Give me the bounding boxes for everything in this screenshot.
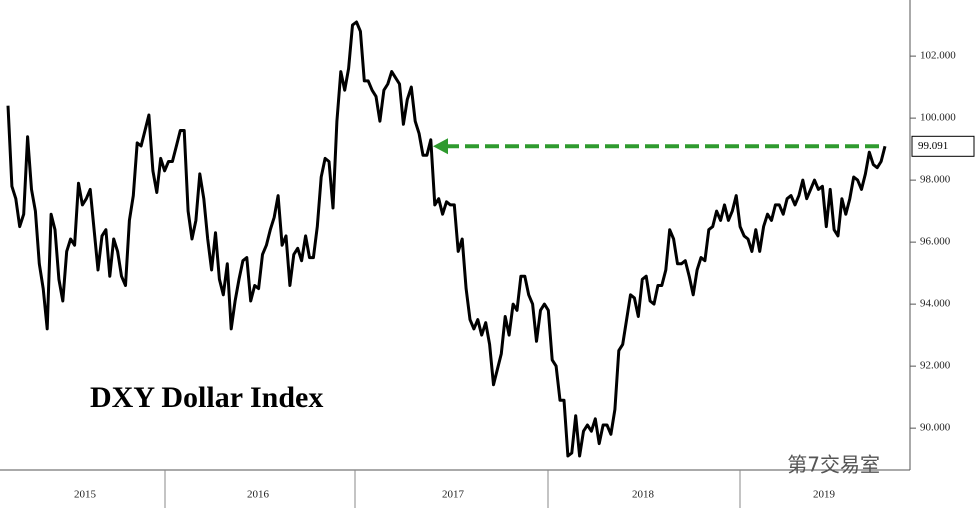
x-tick-label: 2019 [813,489,836,501]
x-tick-label: 2015 [74,489,97,501]
y-tick-label: 100.000 [920,112,956,124]
last-value-label: 99.091 [918,140,948,152]
last-value-box [911,135,975,157]
arrow-head [433,138,448,155]
y-tick-label: 98.000 [920,174,951,186]
y-tick-label: 92.000 [920,360,951,372]
watermark: 第7交易室 [787,453,880,477]
x-tick-label: 2016 [247,489,270,501]
chart-title: DXY Dollar Index [90,381,323,414]
y-tick-label: 94.000 [920,298,951,310]
y-tick-label: 96.000 [920,236,951,248]
x-tick-label: 2018 [632,489,655,501]
y-tick-label: 90.000 [920,422,951,434]
y-tick-label: 102.000 [920,50,956,62]
line [6,20,887,458]
x-tick-label: 2017 [442,489,465,501]
